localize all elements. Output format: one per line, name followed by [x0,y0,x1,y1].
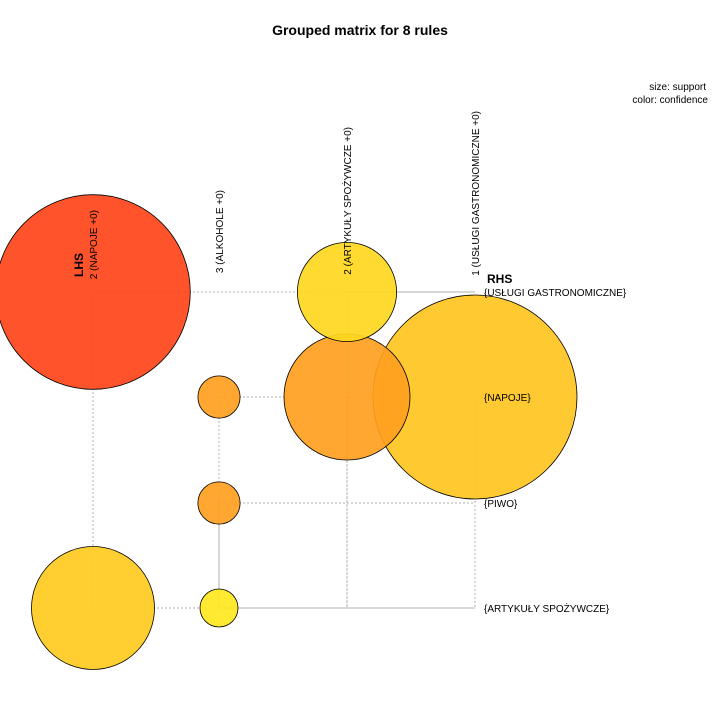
lhs-axis-title: LHS [72,253,86,277]
lhs-group-label: 3 (ALKOHOLE +0) [215,190,226,273]
rhs-item-label: {NAPOJE} [484,393,531,404]
rule-bubble [0,194,191,390]
rule-bubble [283,333,411,461]
lhs-group-label: 1 (USŁUGI GASTRONOMICZNE +0) [471,111,482,276]
rhs-item-label: {USŁUGI GASTRONOMICZNE} [484,288,627,299]
rhs-item-label: {ARTYKUŁY SPOŻYWCZE} [484,602,610,615]
legend-size-label: size: support [649,82,706,93]
rule-bubble [197,481,241,525]
rule-bubble [296,241,397,342]
chart-title: Grouped matrix for 8 rules [272,22,448,38]
rule-bubble [199,588,239,628]
lhs-group-label: 2 (ARTYKUŁY SPOŻYWCZE +0) [341,127,354,275]
rule-bubble [31,546,155,670]
rule-bubble [197,375,241,419]
rhs-axis-title: RHS [487,272,512,286]
rhs-item-label: {PIWO} [484,499,518,510]
axis-labels: 2 (NAPOJE +0) 3 (ALKOHOLE +0) 2 (ARTYKUŁY … [89,111,627,615]
bubbles [0,194,578,670]
lhs-group-label: 2 (NAPOJE +0) [89,210,100,279]
legend-color-label: color: confidence [632,95,708,106]
